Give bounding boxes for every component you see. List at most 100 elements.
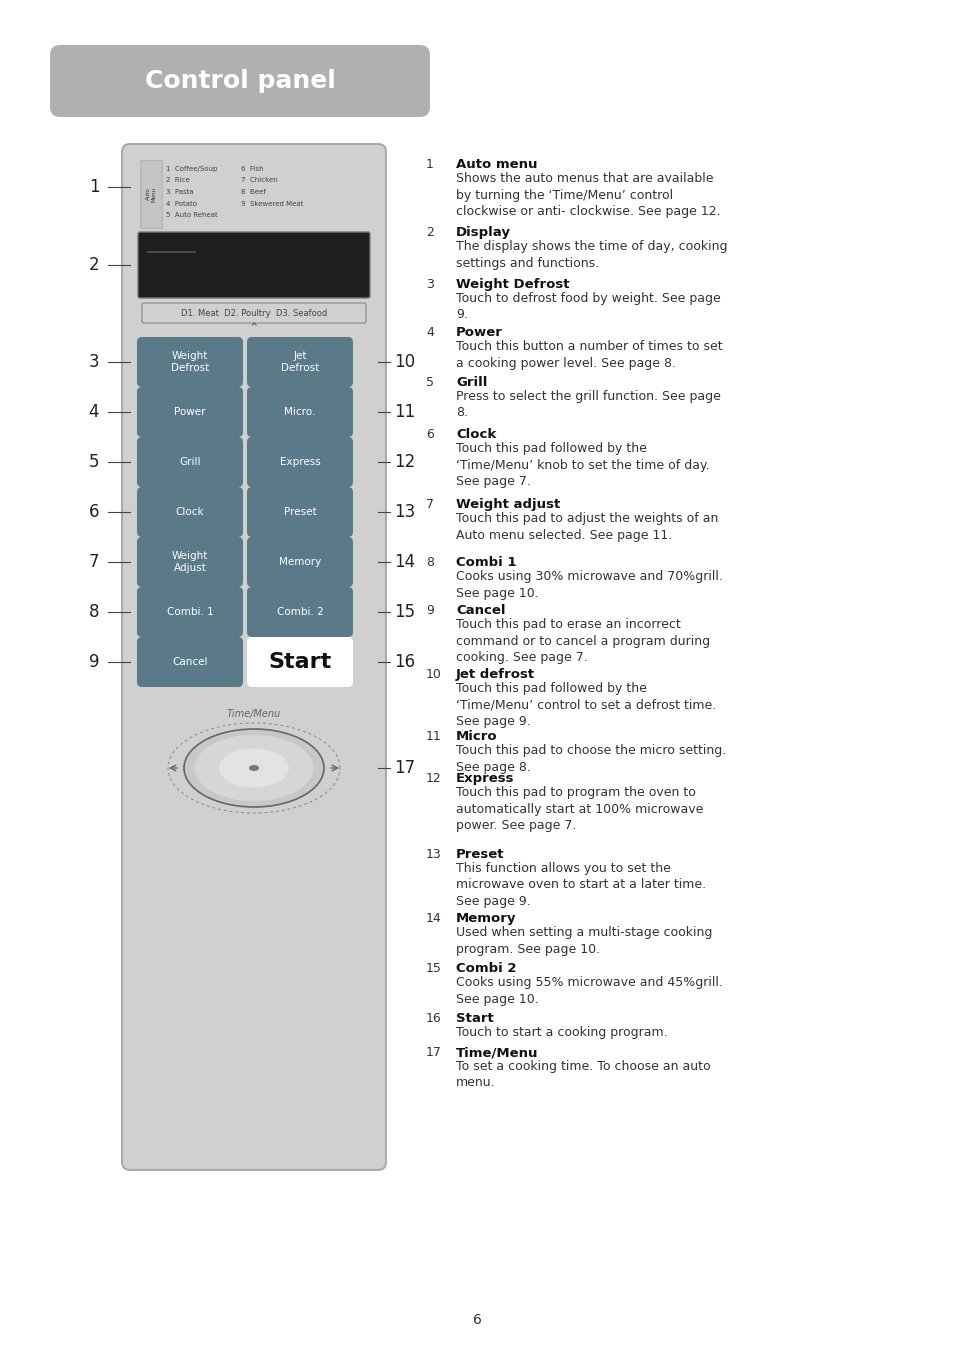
Text: Combi. 2: Combi. 2 <box>276 607 323 617</box>
Text: Combi 2: Combi 2 <box>456 962 516 975</box>
Text: 2  Rice: 2 Rice <box>166 177 190 184</box>
Text: Memory: Memory <box>278 557 321 567</box>
Text: Power: Power <box>174 407 206 417</box>
Text: 4: 4 <box>426 326 434 339</box>
Text: 15: 15 <box>394 603 416 621</box>
Ellipse shape <box>249 765 258 771</box>
Text: Touch this pad to choose the micro setting.
See page 8.: Touch this pad to choose the micro setti… <box>456 744 725 774</box>
Text: 1: 1 <box>426 158 434 172</box>
FancyBboxPatch shape <box>140 159 162 228</box>
Text: 17: 17 <box>426 1046 441 1059</box>
Text: Touch this button a number of times to set
a cooking power level. See page 8.: Touch this button a number of times to s… <box>456 340 721 370</box>
Text: Cancel: Cancel <box>456 604 505 617</box>
Text: 9: 9 <box>89 653 99 671</box>
Text: Cancel: Cancel <box>172 657 208 667</box>
FancyBboxPatch shape <box>247 536 353 586</box>
Text: Touch this pad to program the oven to
automatically start at 100% microwave
powe: Touch this pad to program the oven to au… <box>456 786 702 832</box>
FancyBboxPatch shape <box>247 336 353 386</box>
Text: 1: 1 <box>89 178 99 196</box>
Text: Weight
Defrost: Weight Defrost <box>171 351 209 373</box>
Text: 1  Coffee/Soup: 1 Coffee/Soup <box>166 166 217 172</box>
Text: Time/Menu: Time/Menu <box>456 1046 537 1059</box>
Text: ⌃: ⌃ <box>249 323 259 335</box>
Text: 6: 6 <box>89 503 99 521</box>
Text: 7  Chicken: 7 Chicken <box>241 177 277 184</box>
Text: Touch to start a cooking program.: Touch to start a cooking program. <box>456 1025 667 1039</box>
Text: Clock: Clock <box>175 507 204 517</box>
Text: 5: 5 <box>89 453 99 471</box>
Text: 3: 3 <box>426 278 434 290</box>
Text: 4  Potato: 4 Potato <box>166 200 196 207</box>
Text: 14: 14 <box>426 912 441 925</box>
Text: 8: 8 <box>89 603 99 621</box>
Text: 10: 10 <box>394 353 416 372</box>
Text: The display shows the time of day, cooking
settings and functions.: The display shows the time of day, cooki… <box>456 240 727 269</box>
Text: Grill: Grill <box>179 457 200 467</box>
Text: Start: Start <box>268 653 332 671</box>
Text: 5: 5 <box>426 376 434 389</box>
Text: 7: 7 <box>89 553 99 571</box>
Text: Touch this pad followed by the
‘Time/Menu’ control to set a defrost time.
See pa: Touch this pad followed by the ‘Time/Men… <box>456 682 716 728</box>
Text: Micro.: Micro. <box>284 407 315 417</box>
Text: Auto menu: Auto menu <box>456 158 537 172</box>
Text: 11: 11 <box>426 730 441 743</box>
Text: 16: 16 <box>426 1012 441 1025</box>
Text: 12: 12 <box>394 453 416 471</box>
Text: Touch to defrost food by weight. See page
9.: Touch to defrost food by weight. See pag… <box>456 292 720 322</box>
Text: 8: 8 <box>426 557 434 569</box>
Text: 17: 17 <box>394 759 416 777</box>
Text: 2: 2 <box>89 255 99 274</box>
Text: Time/Menu: Time/Menu <box>227 709 281 719</box>
Text: 13: 13 <box>394 503 416 521</box>
Text: 4: 4 <box>89 403 99 422</box>
FancyBboxPatch shape <box>247 486 353 536</box>
Text: Combi. 1: Combi. 1 <box>167 607 213 617</box>
FancyBboxPatch shape <box>247 386 353 436</box>
Text: 7: 7 <box>426 499 434 511</box>
Text: Weight
Adjust: Weight Adjust <box>172 551 208 573</box>
Text: 13: 13 <box>426 848 441 861</box>
Text: Touch this pad to adjust the weights of an
Auto menu selected. See page 11.: Touch this pad to adjust the weights of … <box>456 512 718 542</box>
Text: 8  Beef: 8 Beef <box>241 189 266 195</box>
Text: To set a cooking time. To choose an auto
menu.: To set a cooking time. To choose an auto… <box>456 1061 710 1089</box>
FancyBboxPatch shape <box>137 436 243 486</box>
Text: 12: 12 <box>426 771 441 785</box>
Text: Shows the auto menus that are available
by turning the ‘Time/Menu’ control
clock: Shows the auto menus that are available … <box>456 172 720 218</box>
Text: Cooks using 30% microwave and 70%grill.
See page 10.: Cooks using 30% microwave and 70%grill. … <box>456 570 722 600</box>
Text: 6: 6 <box>472 1313 481 1327</box>
Text: 15: 15 <box>426 962 441 975</box>
Ellipse shape <box>184 730 324 807</box>
Text: Display: Display <box>456 226 511 239</box>
FancyBboxPatch shape <box>137 536 243 586</box>
Text: Memory: Memory <box>456 912 516 925</box>
Text: 3: 3 <box>89 353 99 372</box>
FancyBboxPatch shape <box>122 145 386 1170</box>
Text: Express: Express <box>279 457 320 467</box>
FancyBboxPatch shape <box>247 586 353 638</box>
Text: 11: 11 <box>394 403 416 422</box>
Text: 9  Skewered Meat: 9 Skewered Meat <box>241 200 303 207</box>
FancyBboxPatch shape <box>247 638 353 688</box>
Text: Express: Express <box>456 771 514 785</box>
Text: Preset: Preset <box>283 507 316 517</box>
Text: 16: 16 <box>394 653 416 671</box>
FancyBboxPatch shape <box>50 45 430 118</box>
Text: Weight adjust: Weight adjust <box>456 499 559 511</box>
Text: Jet
Defrost: Jet Defrost <box>280 351 319 373</box>
FancyBboxPatch shape <box>137 638 243 688</box>
Text: 2: 2 <box>426 226 434 239</box>
Text: 5  Auto Reheat: 5 Auto Reheat <box>166 212 217 218</box>
FancyBboxPatch shape <box>137 336 243 386</box>
Text: Cooks using 55% microwave and 45%grill.
See page 10.: Cooks using 55% microwave and 45%grill. … <box>456 975 722 1005</box>
Text: Control panel: Control panel <box>145 69 335 93</box>
FancyBboxPatch shape <box>137 386 243 436</box>
Text: Jet defrost: Jet defrost <box>456 667 535 681</box>
Text: Weight Defrost: Weight Defrost <box>456 278 569 290</box>
Text: 14: 14 <box>394 553 416 571</box>
FancyBboxPatch shape <box>247 436 353 486</box>
Ellipse shape <box>219 748 289 788</box>
Text: Micro: Micro <box>456 730 497 743</box>
Text: 10: 10 <box>426 667 441 681</box>
FancyBboxPatch shape <box>137 586 243 638</box>
Text: Touch this pad followed by the
‘Time/Menu’ knob to set the time of day.
See page: Touch this pad followed by the ‘Time/Men… <box>456 442 709 488</box>
